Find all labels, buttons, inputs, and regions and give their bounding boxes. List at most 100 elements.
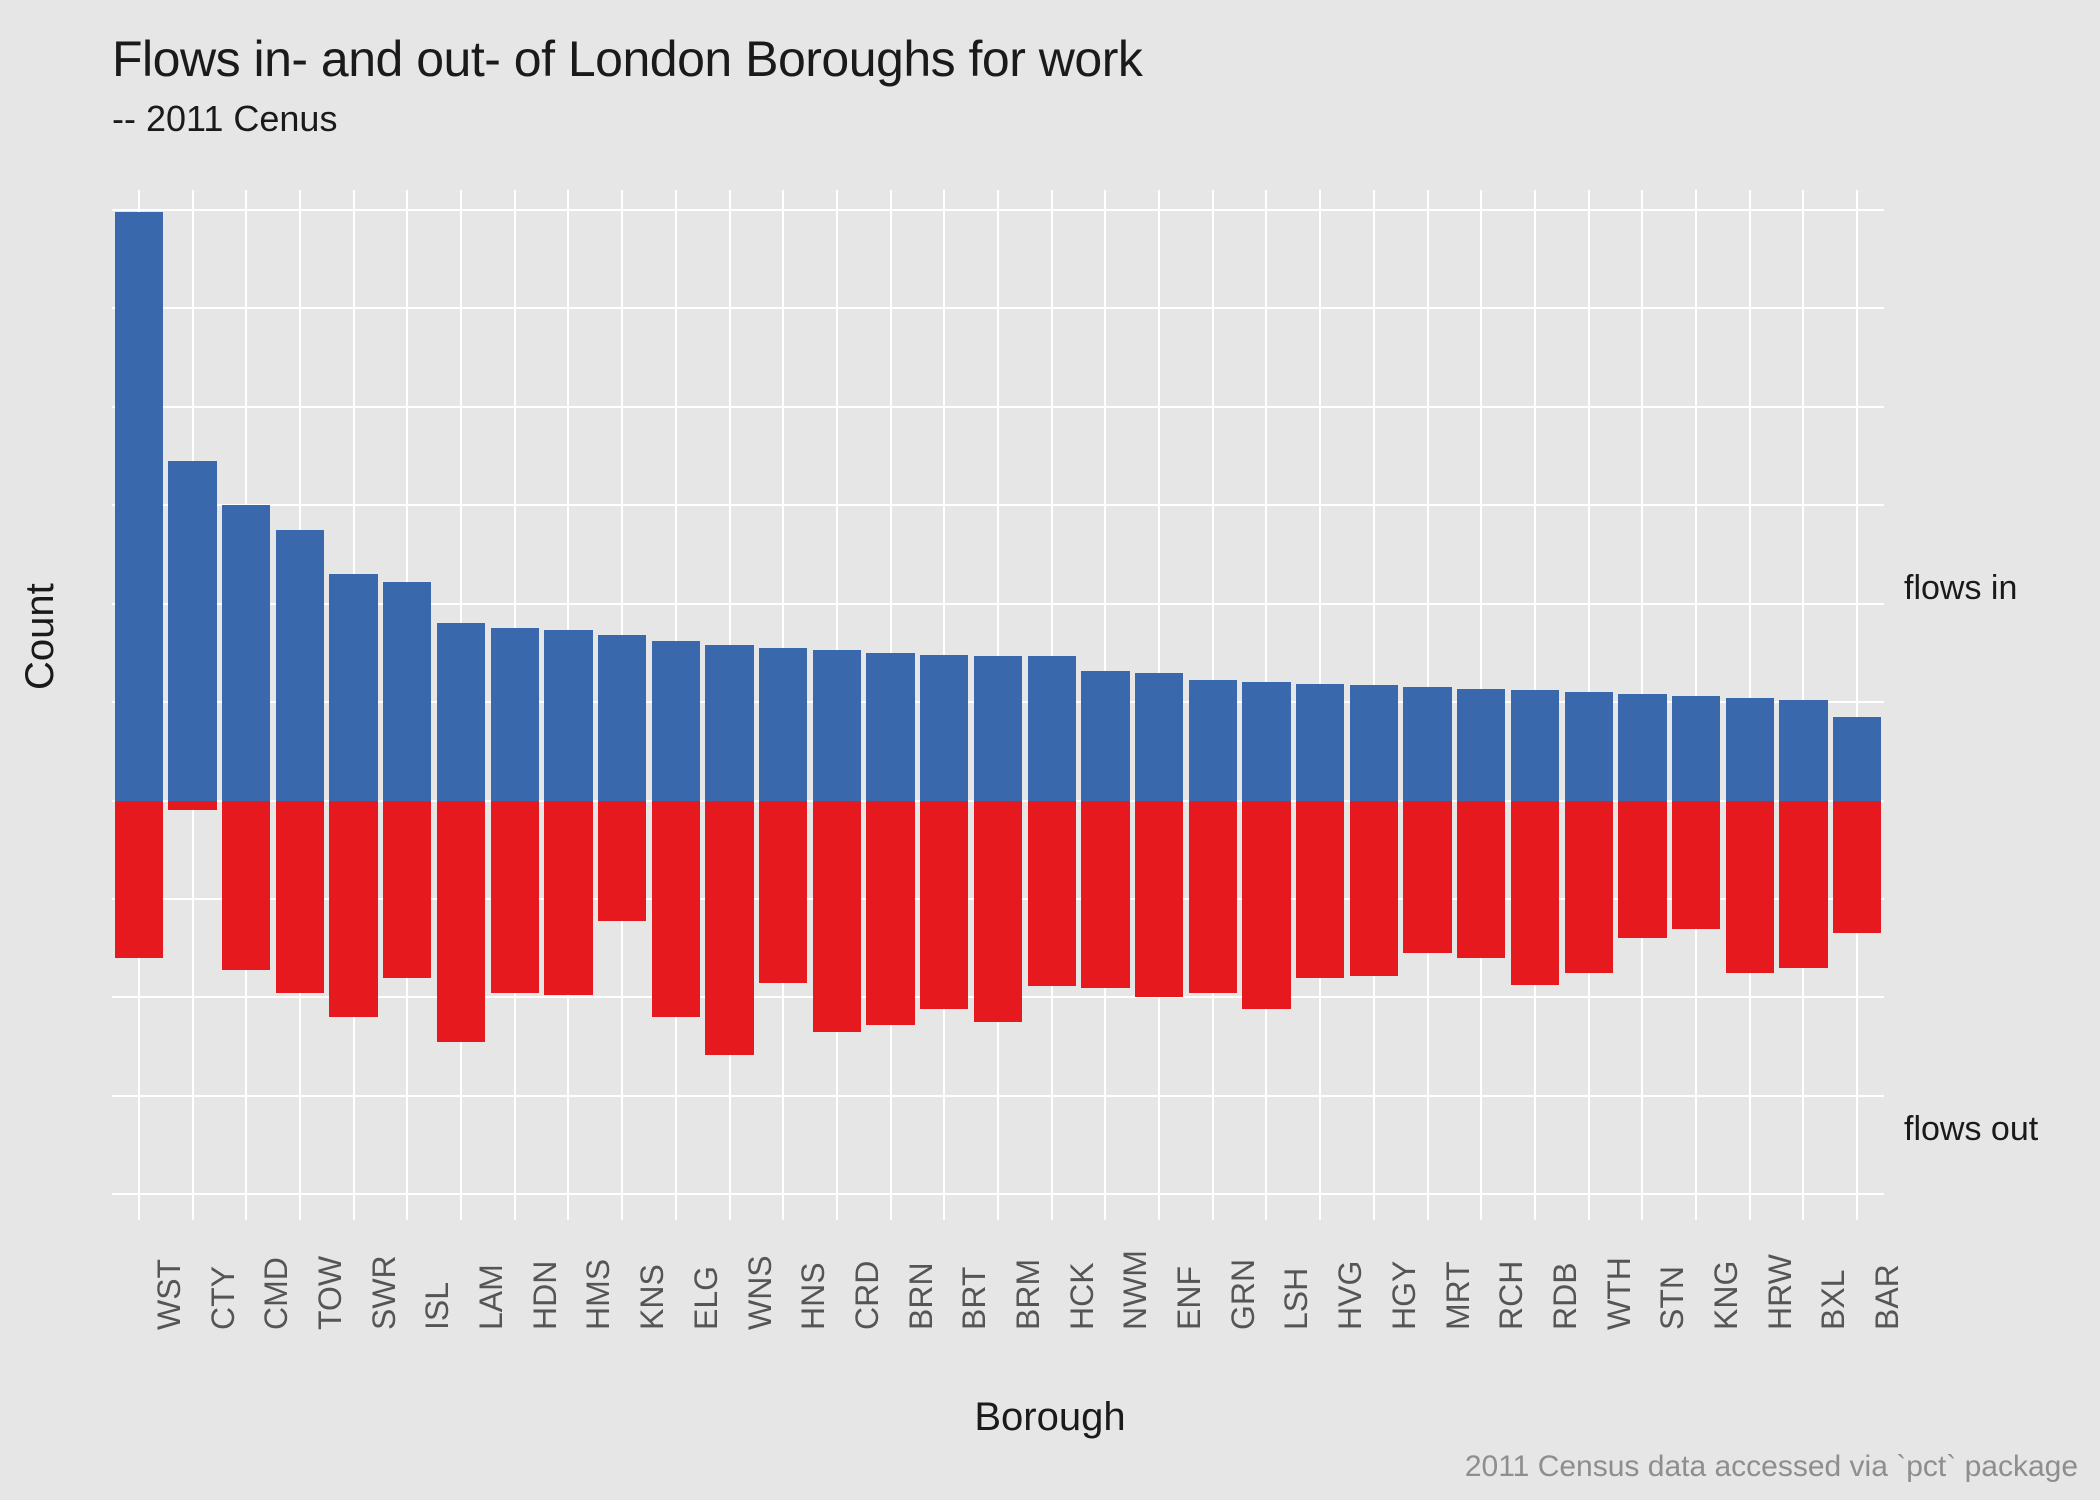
bar-flows-in [1511,690,1559,800]
bar-flows-out [920,801,968,1010]
bar-flows-out [1242,801,1290,1010]
bar-flows-in [1135,673,1183,801]
chart-page: Flows in- and out- of London Boroughs fo… [0,0,2100,1500]
bar-flows-out [1618,801,1666,939]
x-tick-label: HRW [1762,1254,1799,1330]
bar-flows-out [276,801,324,993]
bar-flows-out [813,801,861,1032]
x-tick-label: LAM [473,1264,510,1330]
bar-flows-out [974,801,1022,1023]
bar-flows-in [1403,687,1451,800]
x-tick-label: BAR [1869,1264,1906,1330]
bar-flows-in [598,635,646,800]
bar-flows-out [1833,801,1881,934]
x-tick-label: NWM [1117,1250,1154,1330]
bar-flows-out [168,801,216,811]
bar-flows-in [1779,700,1827,800]
bar-flows-in [329,574,377,800]
bar-flows-out [1189,801,1237,993]
bar-flows-out [115,801,163,959]
bar-flows-in [437,623,485,800]
bar-flows-in [652,641,700,801]
bar-flows-in [491,628,539,800]
bar-flows-in [1296,684,1344,800]
bar-flows-out [437,801,485,1042]
x-tick-label: RCH [1493,1261,1530,1330]
x-tick-label: HDN [527,1261,564,1330]
bar-flows-in [759,648,807,801]
bar-flows-out [222,801,270,970]
x-tick-label: CRD [849,1261,886,1330]
bar-flows-in [1028,656,1076,801]
x-tick-label: CMD [258,1257,295,1330]
plot-panel [112,190,1884,1220]
x-tick-label: GRN [1225,1259,1262,1330]
bar-flows-out [866,801,914,1026]
bar-flows-out [1779,801,1827,968]
bar-flows-in [1672,696,1720,800]
bar-flows-out [759,801,807,983]
bar-flows-in [222,505,270,800]
bar-flows-in [1726,698,1774,800]
chart-header: Flows in- and out- of London Boroughs fo… [112,30,1142,140]
bar-flows-in [813,650,861,801]
bar-flows-in [705,645,753,801]
bar-flows-in [1350,685,1398,800]
bar-flows-out [1457,801,1505,959]
x-tick-label: HNS [795,1262,832,1330]
bar-flows-in [1457,689,1505,800]
x-tick-label: WST [151,1259,188,1330]
x-tick-label: KNG [1708,1261,1745,1330]
bar-flows-in [920,655,968,801]
bar-flows-out [1511,801,1559,985]
x-tick-label: RDB [1547,1262,1584,1330]
x-tick-label: HGY [1386,1261,1423,1330]
bar-flows-out [1565,801,1613,973]
bar-flows-out [1081,801,1129,988]
bar-flows-out [652,801,700,1018]
bar-flows-out [598,801,646,921]
bar-flows-in [276,530,324,801]
bar-flows-in [1189,680,1237,800]
bar-flows-out [544,801,592,996]
x-tick-label: ELG [688,1266,725,1330]
x-tick-label: BRM [1010,1259,1047,1330]
x-tick-label: WNS [742,1255,779,1330]
side-label-flows-out: flows out [1904,1110,2038,1149]
x-tick-label: TOW [312,1256,349,1330]
y-axis-label: Count [18,583,63,690]
bar-flows-in [1833,717,1881,801]
bar-flows-out [491,801,539,993]
x-tick-label: HCK [1064,1262,1101,1330]
bar-flows-out [383,801,431,978]
x-tick-label: WTH [1601,1257,1638,1330]
bar-flows-in [1081,671,1129,801]
bar-flows-in [544,630,592,800]
x-tick-label: KNS [634,1264,671,1330]
chart-caption: 2011 Census data accessed via `pct` pack… [1465,1450,2078,1484]
bar-flows-in [866,653,914,801]
bar-flows-out [705,801,753,1055]
bar-flows-in [974,656,1022,801]
x-tick-label: HMS [580,1259,617,1330]
x-tick-label: HVG [1332,1261,1369,1330]
x-tick-label: SWR [366,1255,403,1330]
bar-flows-out [1350,801,1398,976]
bar-flows-out [1296,801,1344,978]
bar-flows-in [168,461,216,801]
bar-flows-out [1403,801,1451,954]
bar-flows-out [1135,801,1183,998]
bar-flows-out [1028,801,1076,986]
bar-flows-in [1242,682,1290,800]
x-tick-label: BRN [903,1262,940,1330]
x-tick-label: BRT [956,1267,993,1330]
bar-flows-out [329,801,377,1018]
bar-flows-out [1726,801,1774,973]
x-tick-label: LSH [1278,1268,1315,1330]
x-tick-label: ENF [1171,1266,1208,1330]
bar-flows-in [115,212,163,801]
chart-subtitle: -- 2011 Cenus [112,98,1142,140]
x-tick-label: BXL [1815,1270,1852,1330]
x-axis-label: Borough [0,1395,2100,1440]
x-tick-label: ISL [419,1282,456,1330]
